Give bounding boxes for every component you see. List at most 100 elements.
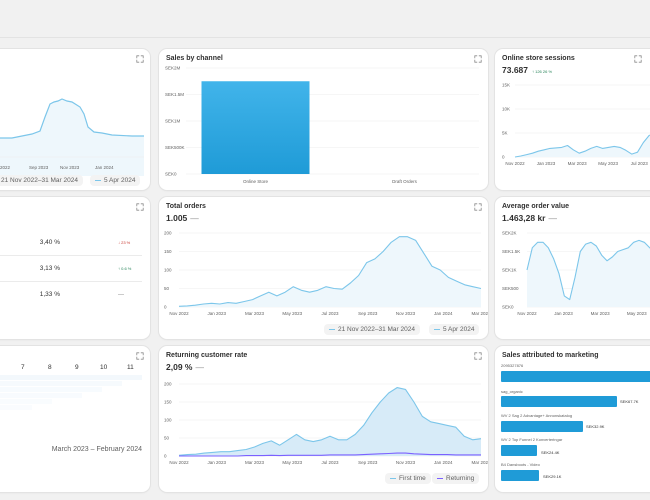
card-value: 2,09 % — <box>166 362 204 372</box>
x-tick-label: Jul 2023 <box>321 311 339 316</box>
conversion-row: 1,33 % — <box>0 282 142 308</box>
cohort-column-header: 7 <box>21 364 25 371</box>
online-store-sessions-chart: 0 5K 10K 15K Nov 2022 Jan 2023 Mar 2023 May 202… <box>502 83 650 166</box>
y-tick-label: 10K <box>502 107 510 112</box>
x-tick-label: Mar 2023 <box>568 161 588 166</box>
y-tick-label: SEK0 <box>502 305 514 310</box>
y-tick-label: SEK1.5M <box>165 92 184 97</box>
campaign-label: WV 2 Top Funnel 2 Konverteringar <box>501 437 563 442</box>
y-tick-label: 150 <box>164 400 172 405</box>
x-tick-label: Mar 2024 <box>471 311 488 316</box>
cohort-column-header: 9 <box>75 364 79 371</box>
x-tick-label: Jul 2023 <box>321 460 339 465</box>
series-line <box>514 134 650 158</box>
legend-previous-range[interactable]: 5 Apr 2024 <box>429 324 480 335</box>
card-sales-attributed-to-marketing: Sales attributed to marketing <box>495 346 650 492</box>
row-change: ↓ 23 % <box>118 240 131 245</box>
x-tick-label: Jul 2023 <box>631 161 649 166</box>
legend-previous-range[interactable]: 5 Apr 2024 <box>90 175 141 186</box>
y-tick-label: 150 <box>164 249 172 254</box>
x-tick-label: May 2023 <box>282 311 302 316</box>
card-sales-by-channel: Sales by channel SEK0 SEK500K SEK1M SEK1.5M… <box>159 49 488 190</box>
expand-icon[interactable] <box>634 55 642 63</box>
expand-icon[interactable] <box>136 352 144 360</box>
series-area <box>179 236 481 307</box>
card-online-store-sessions: Online store sessions 73.687 ↑ 126 26 % 0… <box>495 49 650 190</box>
series-line <box>178 387 482 456</box>
legend-current-range[interactable]: 21 Nov 2022–31 Mar 2024 <box>0 175 83 186</box>
total-orders-chart: 0 50 100 150 200 Nov 2022 Jan 2023 Mar 2023 May … <box>164 231 488 317</box>
average-order-value-chart: SEK0 SEK500 SEK1K SEK1.5K SEK2K Nov 2022 Jan 2… <box>502 231 650 316</box>
card-average-order-value: Average order value 1.463,28 kr — SEK0 SEK… <box>495 197 650 339</box>
cohort-column-header: 10 <box>100 364 108 371</box>
series-area <box>515 135 650 157</box>
expand-icon[interactable] <box>136 55 144 63</box>
series-area <box>527 240 650 307</box>
expand-icon[interactable] <box>474 55 482 63</box>
campaign-bar[interactable] <box>501 470 539 481</box>
x-tick-label: Sep 2023 <box>358 311 378 316</box>
expand-icon[interactable] <box>474 352 482 360</box>
campaign-label: WV 2 Sag 2 Advantage+ Annonskatalog <box>501 413 573 418</box>
campaign-bar[interactable] <box>501 421 583 432</box>
series-line <box>179 452 481 457</box>
card-title: Returning customer rate <box>166 352 248 359</box>
row-value: 3,40 % <box>39 239 60 246</box>
expand-icon[interactable] <box>474 203 482 211</box>
card-title: Average order value <box>502 203 570 210</box>
x-tick-label: Jan 2024 <box>434 311 453 316</box>
y-tick-label: SEK500K <box>165 145 185 150</box>
x-tick-label: Mar 2023 <box>245 460 265 465</box>
y-tick-label: 0 <box>502 155 505 160</box>
top-bar <box>0 0 650 38</box>
card-title: Total orders <box>166 203 206 210</box>
legend-first-time[interactable]: First time <box>385 473 431 484</box>
y-tick-label: 100 <box>164 418 172 423</box>
row-value: 3,13 % <box>39 265 60 272</box>
card-title: Sales attributed to marketing <box>502 352 599 359</box>
y-tick-label: 200 <box>164 231 172 236</box>
x-tick-label: Nov 2022 <box>169 460 189 465</box>
x-tick-label: Nov 2023 <box>396 460 416 465</box>
legend-returning[interactable]: Returning <box>432 473 480 484</box>
x-tick: Jan 2024 <box>95 165 114 170</box>
series-line <box>526 239 650 301</box>
card-value: 1.463,28 kr — <box>502 213 557 223</box>
campaign-label: 2095327876 <box>501 363 524 368</box>
x-tick-label: Jan 2023 <box>554 311 573 316</box>
y-tick-label: 0 <box>164 454 167 459</box>
campaign-value: SEK32.9K <box>586 424 605 429</box>
y-tick-label: 15K <box>502 83 510 88</box>
campaign-value: SEK29.1K <box>543 474 562 479</box>
expand-icon[interactable] <box>136 203 144 211</box>
card-title: Online store sessions <box>502 55 575 62</box>
cohort-date-range[interactable]: March 2023 – February 2024 <box>51 446 142 453</box>
y-tick-label: 0 <box>164 305 167 310</box>
campaign-bar[interactable] <box>501 396 617 407</box>
y-tick-label: 100 <box>164 268 172 273</box>
card-customer-cohort: March 2023 – February 2024 <box>0 346 150 492</box>
legend-current-range[interactable]: 21 Nov 2022–31 Mar 2024 <box>324 324 420 335</box>
campaign-bar[interactable] <box>501 371 650 382</box>
x-tick-label: May 2023 <box>598 161 618 166</box>
x-tick: Nov 2023 <box>60 165 80 170</box>
y-tick-label: 50 <box>164 286 170 291</box>
y-tick-label: SEK1.5K <box>502 249 520 254</box>
returning-customer-rate-chart: 0 50 100 150 200 Nov 2022 Jan 2023 Mar 2023 May … <box>164 382 488 466</box>
conversion-row: 3,40 % ↓ 23 % <box>0 230 142 256</box>
x-tick: 2022 <box>0 165 11 170</box>
x-tick-label: Jan 2023 <box>207 311 226 316</box>
x-tick-label: Jan 2024 <box>434 460 453 465</box>
campaign-bar[interactable] <box>501 445 537 456</box>
card-conversion-rate: 3,40 % ↓ 23 % 3,13 % ↑ 0.6 % 1,33 % — <box>0 197 150 339</box>
cohort-column-header: 11 <box>127 364 134 371</box>
series-area <box>179 387 481 456</box>
x-tick-label: Jan 2023 <box>537 161 556 166</box>
x-tick: Sep 2023 <box>29 165 49 170</box>
x-tick-label: Online Store <box>243 179 269 184</box>
card-a-line <box>0 98 144 139</box>
card-total-orders: Total orders 1.005— 0 50 100 150 200 Nov 2022… <box>159 197 488 339</box>
card-a-chart: 2022 Sep 2023 Nov 2023 Jan 2024 <box>0 98 144 176</box>
campaign-value: SEK24.4K <box>541 450 560 455</box>
channel-bar <box>201 81 310 174</box>
